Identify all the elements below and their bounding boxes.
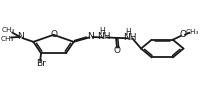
Text: O: O [180, 30, 187, 39]
Text: NH: NH [123, 33, 136, 42]
Text: CH₃: CH₃ [1, 36, 14, 42]
Text: CH₃: CH₃ [2, 27, 15, 33]
Text: H: H [125, 28, 131, 37]
Text: CH₃: CH₃ [186, 29, 199, 35]
Text: N: N [17, 32, 23, 41]
Text: Br: Br [36, 59, 46, 68]
Text: N: N [87, 32, 94, 41]
Text: O: O [51, 30, 58, 39]
Text: NH: NH [97, 32, 110, 41]
Text: H: H [100, 27, 105, 36]
Text: O: O [114, 46, 121, 55]
